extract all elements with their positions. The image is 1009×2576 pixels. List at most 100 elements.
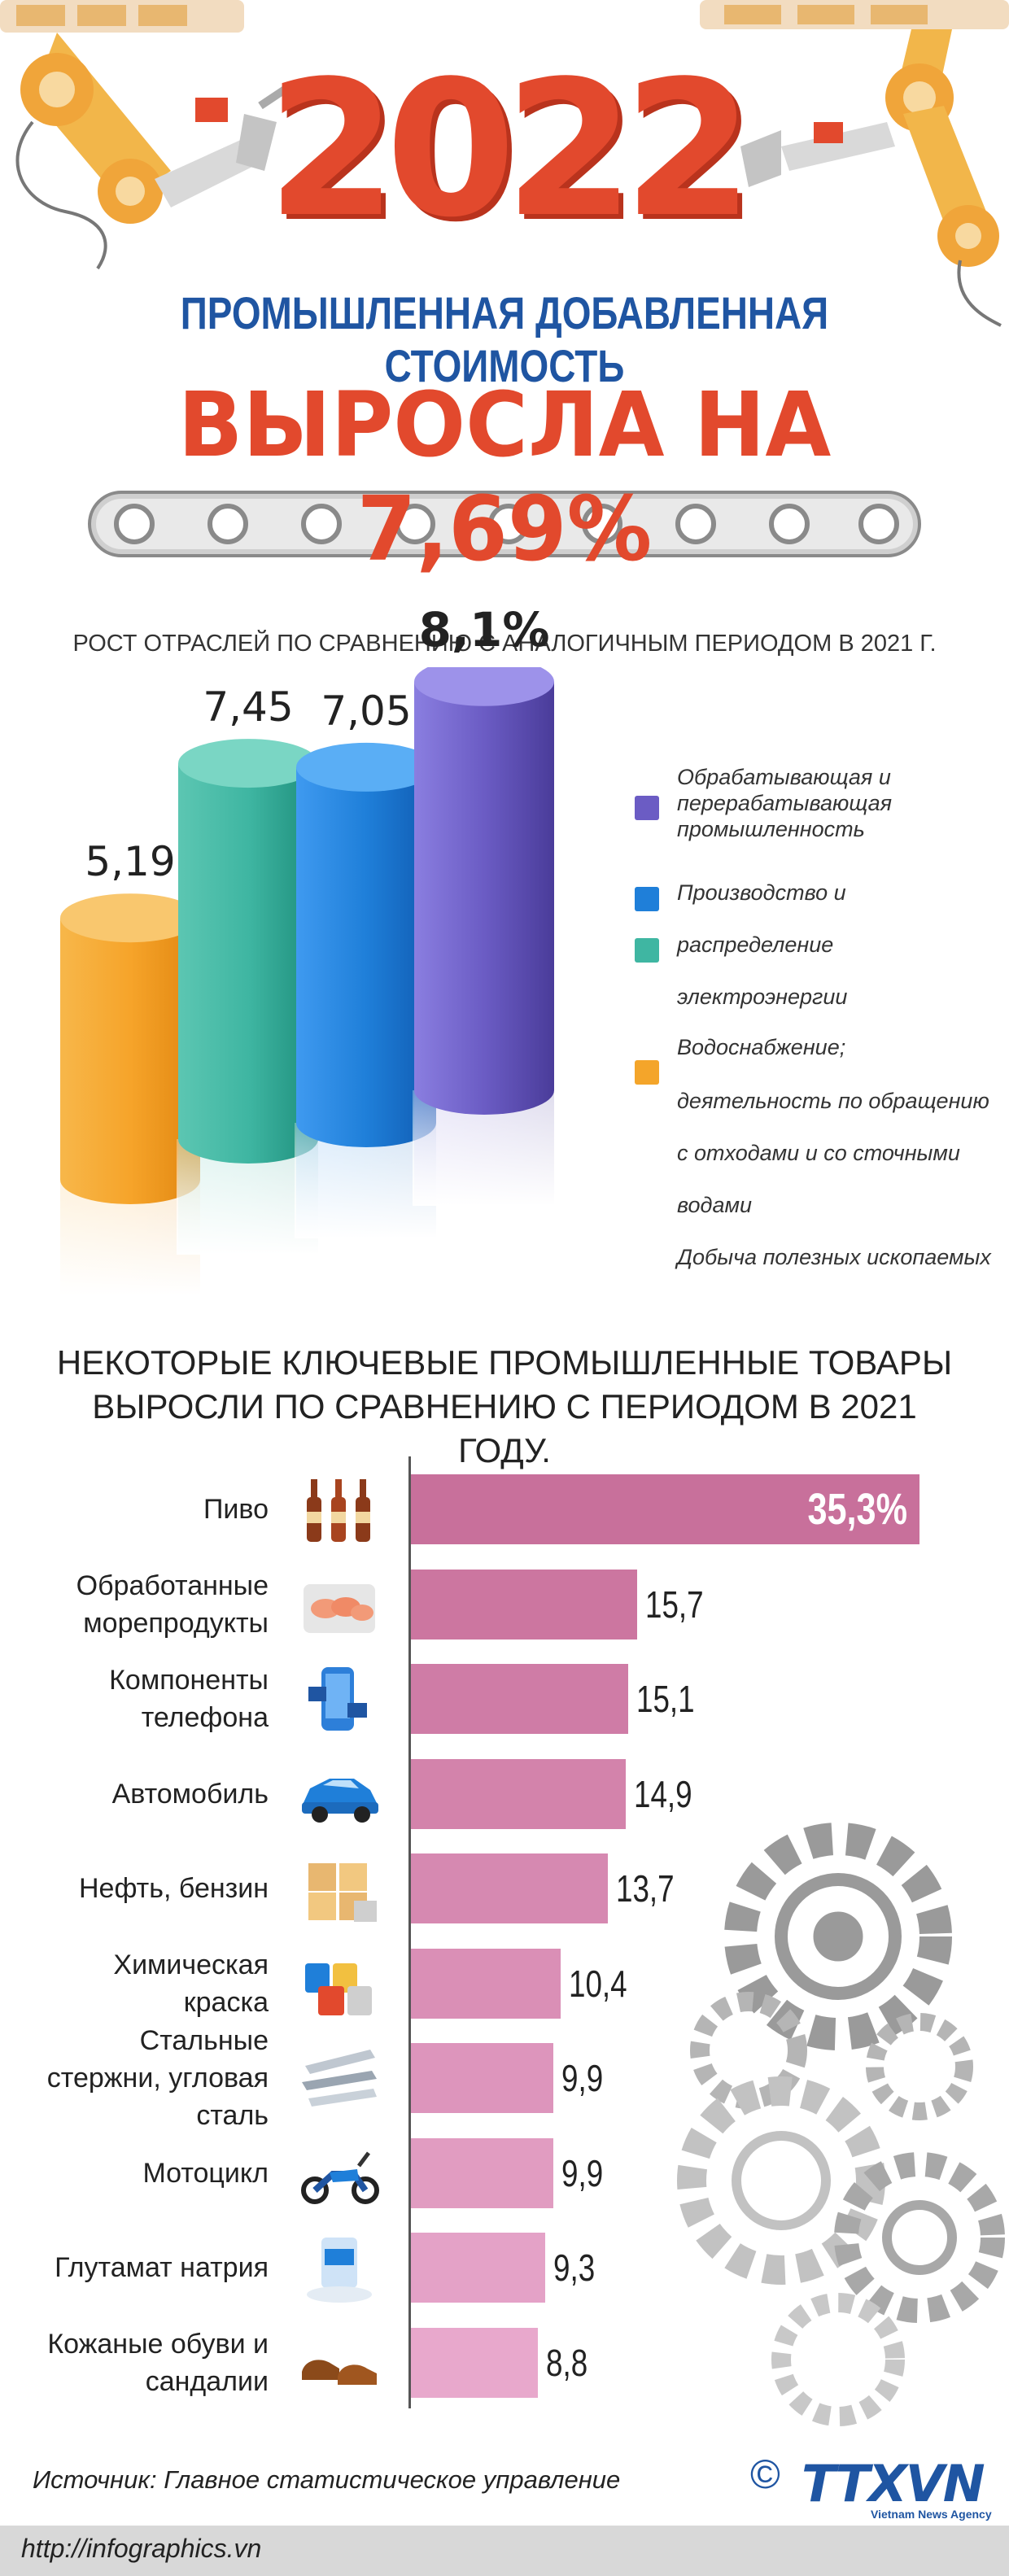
- bar: [411, 1853, 609, 1923]
- beer-bottles-icon: [297, 1473, 382, 1546]
- bar-category-label: Химическая краска: [113, 1946, 269, 2021]
- conveyor-belt-icon: [88, 491, 921, 557]
- bar-category-label-line: Мотоцикл: [142, 2157, 269, 2189]
- footer-url-link[interactable]: http://infographics.vn: [21, 2534, 262, 2563]
- bar-category-label-line: морепродукты: [83, 1607, 269, 1639]
- legend-line: электроэнергии: [677, 985, 848, 1009]
- bar-value-label: 9,9: [561, 2057, 604, 2099]
- bar-category-label-line: Кожаные обуви и: [47, 2328, 269, 2360]
- bar-category-label: Автомобиль: [112, 1775, 269, 1813]
- legend-line: распределение: [677, 932, 834, 957]
- motorcycle-icon: [297, 2137, 382, 2210]
- bar: [411, 2137, 554, 2208]
- bar-category-label: Мотоцикл: [142, 2155, 269, 2192]
- seafood-icon: [297, 1568, 382, 1641]
- chart1-title: РОСТ ОТРАСЛЕЙ ПО СРАВНЕНИЮ С АНАЛОГИЧНЫМ…: [72, 631, 937, 657]
- bar-value-label: 14,9: [633, 1772, 692, 1815]
- legend-line: промышленность: [677, 817, 865, 841]
- bar-value-label: 15,1: [636, 1678, 695, 1720]
- bar-category-label-line: Химическая: [113, 1949, 269, 1980]
- cylinder-top-water: [178, 739, 318, 788]
- chart1-plot: [59, 667, 556, 1295]
- cylinder-top-manufacturing: [414, 667, 554, 706]
- year-title: 2022: [266, 41, 753, 259]
- bar-category-label: Глутамат натрия: [55, 2249, 269, 2286]
- steel-bars-icon: [297, 2041, 382, 2115]
- footer-bar: http://infographics.vn: [0, 2526, 1009, 2576]
- cylinder-top-electricity: [296, 742, 436, 792]
- bar: [411, 1948, 561, 2019]
- car-icon: [297, 1757, 382, 1831]
- bar-value-label: 8,8: [545, 2341, 587, 2384]
- paint-cans-icon: [297, 1947, 382, 2020]
- cylinder-value-label-manufacturing: 8,1%: [418, 601, 550, 657]
- cylinder-bar-mining: [60, 918, 200, 1204]
- bar-value-label: 35,3%: [807, 1485, 907, 1534]
- bar-category-label: Нефть, бензин: [79, 1870, 269, 1907]
- bar-category-label: Обработанные морепродукты: [76, 1567, 269, 1642]
- bar-value-label: 13,7: [616, 1867, 675, 1910]
- bar-category-label: Компоненты телефона: [109, 1661, 269, 1736]
- bar: [411, 1758, 626, 1829]
- legend-swatch-water: [635, 938, 659, 963]
- msg-icon: [297, 2231, 382, 2304]
- robot-arm-right-icon: [700, 0, 1009, 327]
- cylinder-top-mining: [60, 893, 200, 943]
- bar-category-label-line: краска: [183, 1986, 269, 2018]
- bar: [411, 2043, 554, 2113]
- bar-category-label-line: сталь: [196, 2100, 269, 2131]
- legend-line: Обрабатывающая и: [677, 765, 891, 789]
- cylinder-value-label-mining: 5,19: [85, 838, 176, 886]
- cylinder-bar-manufacturing: [414, 681, 554, 1115]
- legend-swatch-electricity: [635, 887, 659, 911]
- bar-category-label-line: сандалии: [145, 2365, 269, 2397]
- chart2-title: НЕКОТОРЫЕ КЛЮЧЕВЫЕ ПРОМЫШЛЕННЫЕ ТОВАРЫ В…: [56, 1343, 953, 1469]
- ttxvn-logo: TTXVN: [802, 2454, 985, 2513]
- bar-category-label-line: Автомобиль: [111, 1778, 269, 1810]
- cylinder-value-label-water: 7,45: [203, 683, 294, 731]
- legend-line: с отходами и со сточными: [677, 1141, 960, 1165]
- bar: [411, 1664, 629, 1734]
- bar-value-label: 9,9: [561, 2151, 604, 2194]
- shoes-icon: [297, 2326, 382, 2399]
- bar-category-label-line: Глутамат натрия: [55, 2252, 269, 2283]
- bar-category-label: Пиво: [203, 1491, 269, 1528]
- gears-decoration: [677, 1823, 1005, 2426]
- bar-value-label: 9,3: [553, 2246, 595, 2289]
- legend-line: перерабатывающая: [677, 791, 893, 815]
- cylinder-bar-water: [178, 763, 318, 1164]
- legend-swatch-manufacturing: [635, 796, 659, 820]
- bar: [411, 2327, 538, 2398]
- legend-line: Производство и: [677, 880, 846, 905]
- bar: [411, 2233, 545, 2303]
- cylinder-value-label-electricity: 7,05: [321, 687, 412, 735]
- legend-line: деятельность по обращению: [677, 1089, 989, 1113]
- legend-line: Добыча полезных ископаемых: [677, 1245, 991, 1269]
- subtitle: ПРОМЫШЛЕННАЯ ДОБАВЛЕННАЯ СТОИМОСТЬ: [180, 287, 829, 391]
- bar-category-label-line: Нефть, бензин: [78, 1873, 269, 1904]
- hero-decoration: [0, 0, 1009, 557]
- bar-category-label-line: телефона: [141, 1702, 269, 1733]
- bar: [411, 1569, 637, 1639]
- legend-line: Водоснабжение;: [677, 1035, 846, 1059]
- oil-barrels-icon: [297, 1852, 382, 1925]
- bar-category-label-line: Стальные: [139, 2025, 269, 2056]
- bar-category-label-line: Обработанные: [76, 1570, 269, 1601]
- bar-value-label: 10,4: [569, 1962, 627, 2005]
- cylinder-bar-electricity: [296, 766, 436, 1147]
- bar-category-label: Стальные стержни, угловая сталь: [47, 2022, 269, 2134]
- bar-category-label-line: стержни, угловая: [46, 2063, 269, 2094]
- bar-category-label-line: Компоненты: [109, 1665, 269, 1696]
- legend-line: водами: [677, 1193, 752, 1217]
- source-note: Источник: Главное статистическое управле…: [33, 2465, 621, 2494]
- chart2-axis: [408, 1456, 411, 2408]
- bar-value-label: 15,7: [644, 1583, 704, 1626]
- legend-swatch-mining: [635, 1060, 659, 1085]
- bar: [411, 1474, 919, 1544]
- headline: ВЫРОСЛА НА 7,69%: [177, 373, 832, 581]
- phone-components-icon: [297, 1662, 382, 1736]
- bar-category-label-line: Пиво: [203, 1494, 269, 1525]
- robot-arm-left-icon: [0, 0, 297, 270]
- logo-subtitle: Vietnam News Agency: [871, 2508, 992, 2521]
- copyright-icon: ©: [750, 2452, 780, 2497]
